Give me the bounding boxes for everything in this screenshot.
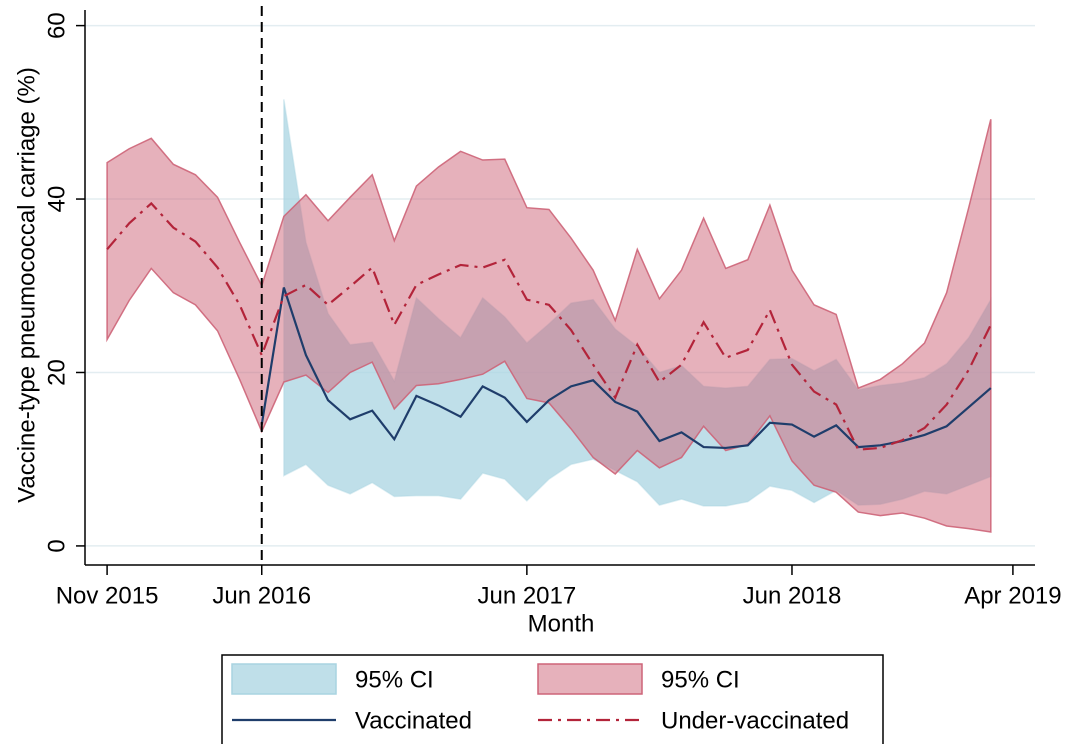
legend-label: 95% CI [355, 666, 434, 693]
legend-swatch [537, 663, 643, 695]
x-tick-label: Nov 2015 [56, 582, 159, 609]
y-tick-label: 60 [43, 12, 70, 39]
x-tick-label: Jun 2016 [212, 582, 311, 609]
series-line [106, 201, 992, 451]
ci-band [106, 119, 992, 533]
y-tick-label: 40 [43, 186, 70, 213]
x-tick-label: Jun 2017 [477, 582, 576, 609]
y-tick-label: 20 [43, 359, 70, 386]
y-axis-title: Vaccine-type pneumococcal carriage (%) [13, 67, 40, 503]
x-axis-title: Month [528, 610, 595, 637]
legend-swatch [231, 663, 337, 695]
legend-label: Vaccinated [355, 707, 472, 734]
x-tick-label: Jun 2018 [743, 582, 842, 609]
y-tick-label: 0 [43, 539, 70, 552]
legend-label: Under-vaccinated [661, 707, 849, 734]
x-tick-label: Apr 2019 [964, 582, 1061, 609]
legend-items: 95% CI 95% CI Vaccinated Under-vaccinated [231, 663, 849, 734]
series-line [260, 287, 992, 450]
plot-area [85, 6, 1035, 565]
legend-label: 95% CI [661, 666, 740, 693]
